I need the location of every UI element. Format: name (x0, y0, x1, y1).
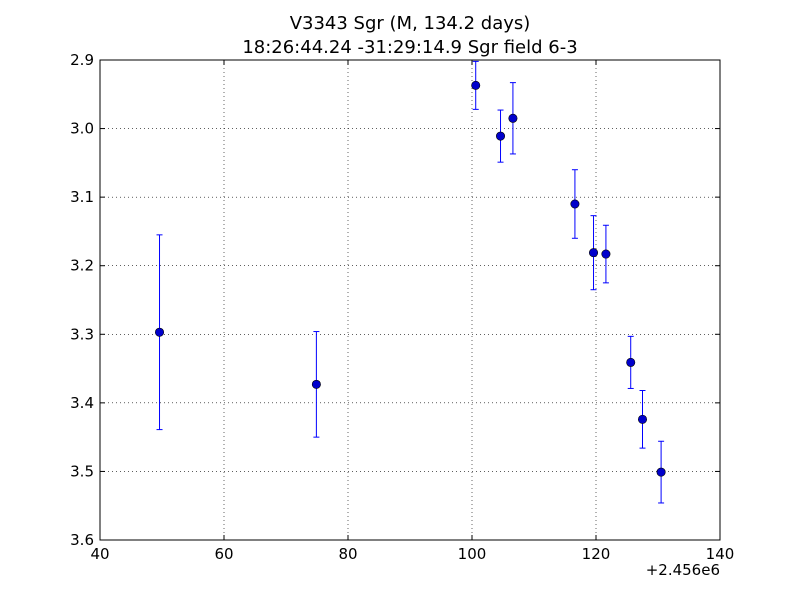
data-point (570, 199, 580, 209)
data-point (508, 113, 518, 123)
y-tick-label: 3.2 (70, 257, 94, 275)
chart-title: V3343 Sgr (M, 134.2 days) (290, 13, 531, 34)
x-tick-label: 120 (582, 545, 611, 563)
data-point (155, 327, 165, 337)
y-tick-label: 3.3 (70, 325, 94, 343)
data-point (471, 80, 481, 90)
data-point (626, 357, 636, 367)
y-tick-label: 3.6 (70, 531, 94, 549)
y-tick-label: 3.1 (70, 188, 94, 206)
y-tick-label: 3.0 (70, 120, 94, 138)
data-point (601, 249, 611, 259)
x-tick-label: 140 (706, 545, 735, 563)
data-point (496, 131, 506, 141)
data-point (589, 248, 599, 258)
y-tick-label: 2.9 (70, 51, 94, 69)
y-tick-label: 3.4 (70, 394, 94, 412)
plot-area: 40 60 80 100 120 140 2.9 3.0 3.1 3.2 3.3 3.4 3.5 3.6 (70, 51, 734, 563)
x-tick-label: 100 (458, 545, 487, 563)
x-offset-label: +2.456e6 (646, 561, 720, 579)
data-point (637, 414, 647, 424)
y-tick-label: 3.5 (70, 462, 94, 480)
x-tick-label: 40 (90, 545, 109, 563)
plot-frame (99, 59, 721, 541)
x-tick-label: 60 (214, 545, 233, 563)
chart-subtitle: 18:26:44.24 -31:29:14.9 Sgr field 6-3 (242, 37, 577, 58)
data-point (656, 467, 666, 477)
x-tick-label: 80 (338, 545, 357, 563)
data-point (311, 379, 321, 389)
